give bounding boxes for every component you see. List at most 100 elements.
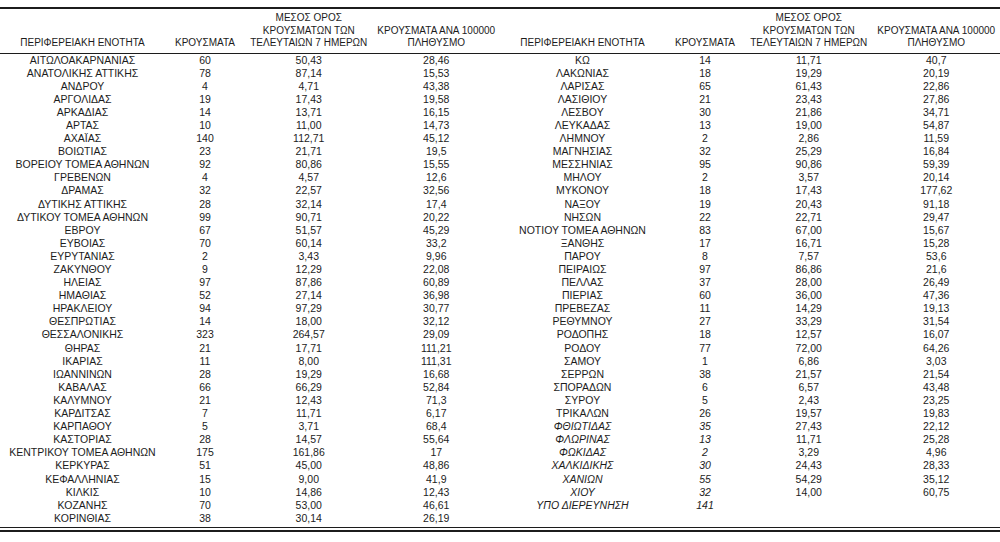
bottom-rule-thick (0, 530, 1000, 532)
cell-per100k: 11,59 (873, 132, 1000, 145)
cell-per100k: 45,29 (373, 224, 501, 237)
cell-cases: 175 (165, 446, 245, 459)
cell-cases: 2 (165, 250, 245, 263)
cell-cases: 28 (165, 433, 245, 446)
cell-cases: 26 (665, 407, 745, 420)
cell-per100k: 59,39 (873, 158, 1000, 171)
cell-per100k: 25,28 (873, 433, 1000, 446)
cell-cases: 14 (165, 315, 245, 328)
cell-cases: 22 (665, 211, 745, 224)
cell-cases: 10 (165, 119, 245, 132)
table-row: ΙΚΑΡΙΑΣ118,00111,31 (0, 355, 500, 368)
cell-per100k: 32,12 (373, 315, 501, 328)
cell-avg7: 11,71 (745, 53, 873, 67)
cell-avg7: 19,57 (745, 407, 873, 420)
cell-per100k (873, 499, 1000, 512)
cell-name: ΑΝΔΡΟΥ (0, 80, 165, 93)
cell-name: ΣΑΜΟΥ (500, 355, 665, 368)
cell-avg7: 53,00 (245, 499, 373, 512)
table-row: ΞΑΝΘΗΣ1716,7115,28 (500, 237, 1000, 250)
table-row: ΦΘΙΩΤΙΔΑΣ3527,4322,12 (500, 420, 1000, 433)
cell-per100k: 16,15 (373, 106, 501, 119)
cell-avg7: 112,71 (245, 132, 373, 145)
cell-cases: 14 (165, 106, 245, 119)
cell-avg7: 3,29 (745, 446, 873, 459)
cell-avg7: 20,43 (745, 198, 873, 211)
cell-avg7: 17,43 (245, 93, 373, 106)
cell-cases: 60 (665, 289, 745, 302)
cell-cases: 70 (165, 499, 245, 512)
cell-cases: 52 (165, 289, 245, 302)
cell-avg7: 6,57 (745, 381, 873, 394)
header-per100k-line1: ΚΡΟΥΣΜΑΤΑ ΑΝΑ 100000 (874, 25, 1000, 38)
cell-avg7: 25,29 (745, 145, 873, 158)
cell-per100k: 26,49 (873, 276, 1000, 289)
cell-cases: 51 (165, 459, 245, 472)
cell-name: ΑΝΑΤΟΛΙΚΗΣ ΑΤΤΙΚΗΣ (0, 67, 165, 80)
cell-per100k: 19,58 (373, 93, 501, 106)
cell-per100k: 71,3 (373, 394, 501, 407)
cell-avg7: 12,29 (245, 263, 373, 276)
table-row: ΜΥΚΟΝΟΥ1817,43177,62 (500, 184, 1000, 197)
cell-avg7: 27,14 (245, 289, 373, 302)
cell-cases: 2 (665, 132, 745, 145)
tables-container: ΠΕΡΙΦΕΡΕΙΑΚΗ ΕΝΟΤΗΤΑ ΚΡΟΥΣΜΑΤΑ ΜΕΣΟΣ ΟΡΟ… (0, 7, 1000, 525)
cell-cases: 2 (665, 446, 745, 459)
table-row: ΛΑΚΩΝΙΑΣ1819,2920,19 (500, 67, 1000, 80)
cell-per100k: 20,19 (873, 67, 1000, 80)
table-row: ΑΡΤΑΣ1011,0014,73 (0, 119, 500, 132)
cell-name: ΦΩΚΙΔΑΣ (500, 446, 665, 459)
table-row: ΧΑΛΚΙΔΙΚΗΣ3024,4328,33 (500, 459, 1000, 472)
cell-cases: 32 (665, 486, 745, 499)
cell-per100k: 20,14 (873, 171, 1000, 184)
cell-name: ΒΟΙΩΤΙΑΣ (0, 145, 165, 158)
cell-cases: 21 (165, 394, 245, 407)
header-per100k-line2: ΠΛΗΘΥΣΜΟ (374, 37, 500, 50)
table-row: ΚΑΒΑΛΑΣ6666,2952,84 (0, 381, 500, 394)
cell-name: ΜΕΣΣΗΝΙΑΣ (500, 158, 665, 171)
cell-name: ΜΗΛΟΥ (500, 171, 665, 184)
cell-cases: 30 (665, 459, 745, 472)
cell-name: ΡΟΔΟΠΗΣ (500, 328, 665, 341)
cell-avg7: 19,00 (745, 119, 873, 132)
cell-avg7: 17,43 (745, 184, 873, 197)
cell-cases: 5 (165, 420, 245, 433)
cell-name: ΚΟΖΑΝΗΣ (0, 499, 165, 512)
cell-avg7: 90,86 (745, 158, 873, 171)
cell-name: ΚΩ (500, 53, 665, 67)
cell-name: ΕΥΒΟΙΑΣ (0, 237, 165, 250)
cell-name: ΜΑΓΝΗΣΙΑΣ (500, 145, 665, 158)
cell-per100k: 14,73 (373, 119, 501, 132)
table-header-left: ΠΕΡΙΦΕΡΕΙΑΚΗ ΕΝΟΤΗΤΑ ΚΡΟΥΣΜΑΤΑ ΜΕΣΟΣ ΟΡΟ… (0, 9, 500, 53)
cell-per100k: 16,07 (873, 328, 1000, 341)
cell-avg7: 90,71 (245, 211, 373, 224)
cell-avg7: 3,57 (745, 171, 873, 184)
cell-cases: 83 (665, 224, 745, 237)
cell-avg7: 4,71 (245, 80, 373, 93)
table-row: ΒΟΡΕΙΟΥ ΤΟΜΕΑ ΑΘΗΝΩΝ9280,8615,55 (0, 158, 500, 171)
table-row: ΤΡΙΚΑΛΩΝ2619,5719,83 (500, 407, 1000, 420)
cell-cases: 18 (665, 184, 745, 197)
cell-name: ΔΥΤΙΚΗΣ ΑΤΤΙΚΗΣ (0, 198, 165, 211)
table-row: ΚΕΡΚΥΡΑΣ5145,0048,86 (0, 459, 500, 472)
cell-cases: 95 (665, 158, 745, 171)
cell-per100k: 31,54 (873, 315, 1000, 328)
cell-per100k: 43,48 (873, 381, 1000, 394)
table-row: ΧΙΟΥ3214,0060,75 (500, 486, 1000, 499)
table-row: ΑΡΓΟΛΙΔΑΣ1917,4319,58 (0, 93, 500, 106)
table-row: ΧΑΝΙΩΝ5554,2935,12 (500, 473, 1000, 486)
cell-per100k: 22,12 (873, 420, 1000, 433)
cell-cases: 323 (165, 328, 245, 341)
table-row: ΔΥΤΙΚΟΥ ΤΟΜΕΑ ΑΘΗΝΩΝ9990,7120,22 (0, 211, 500, 224)
cell-cases: 13 (665, 119, 745, 132)
cell-per100k: 16,84 (873, 145, 1000, 158)
cell-name: ΛΗΜΝΟΥ (500, 132, 665, 145)
table-row: ΓΡΕΒΕΝΩΝ44,5712,6 (0, 171, 500, 184)
table-row: ΗΡΑΚΛΕΙΟΥ9497,2930,77 (0, 302, 500, 315)
header-avg7-line3: ΤΕΛΕΥΤΑΙΩΝ 7 ΗΜΕΡΩΝ (246, 37, 372, 50)
cell-per100k: 47,36 (873, 289, 1000, 302)
cell-per100k: 12,6 (373, 171, 501, 184)
header-row: ΠΕΡΙΦΕΡΕΙΑΚΗ ΕΝΟΤΗΤΑ ΚΡΟΥΣΜΑΤΑ ΜΕΣΟΣ ΟΡΟ… (0, 9, 500, 53)
header-cases-label: ΚΡΟΥΣΜΑΤΑ (666, 37, 744, 50)
cell-avg7: 72,00 (745, 342, 873, 355)
